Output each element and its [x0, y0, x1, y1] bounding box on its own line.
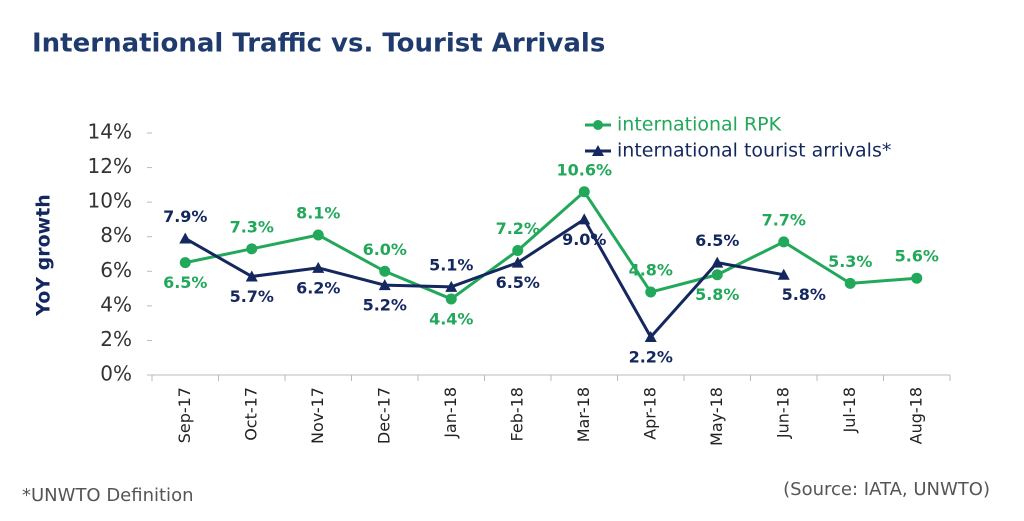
- data-label: 5.8%: [782, 285, 826, 304]
- data-label: 7.2%: [496, 219, 540, 238]
- y-axis-label: YoY growth: [33, 194, 55, 317]
- marker: [511, 256, 524, 268]
- data-label: 5.3%: [828, 252, 872, 271]
- y-tick-label: 8%: [100, 223, 132, 247]
- x-tick-label: Dec-17: [374, 387, 393, 444]
- data-label: 8.1%: [296, 203, 340, 222]
- legend-label: international tourist arrivals*: [617, 140, 891, 162]
- x-tick-label: Jul-18: [840, 387, 859, 433]
- data-label: 5.6%: [895, 247, 939, 266]
- marker: [911, 272, 923, 284]
- x-tick-label: Mar-18: [574, 387, 593, 442]
- marker: [778, 236, 790, 248]
- marker: [777, 268, 790, 280]
- x-tick-label: Apr-18: [640, 387, 659, 440]
- legend-marker: [593, 120, 603, 130]
- data-label: 5.8%: [695, 285, 739, 304]
- marker: [179, 257, 191, 269]
- chart-title: International Traffic vs. Tourist Arriva…: [32, 29, 605, 59]
- data-label: 5.7%: [230, 287, 274, 306]
- marker: [312, 261, 325, 273]
- marker: [644, 330, 657, 342]
- data-label: 6.5%: [496, 273, 540, 292]
- y-tick-label: 4%: [100, 292, 132, 316]
- marker: [246, 243, 258, 255]
- marker: [711, 256, 724, 268]
- source: (Source: IATA, UNWTO): [783, 479, 990, 500]
- data-label: 7.7%: [762, 210, 806, 229]
- data-label: 5.1%: [429, 255, 473, 274]
- data-label: 4.8%: [629, 261, 673, 280]
- x-tick-label: Jun-18: [773, 387, 792, 439]
- x-tick-label: May-18: [707, 387, 726, 446]
- data-label: 6.5%: [695, 231, 739, 250]
- marker: [512, 245, 524, 257]
- marker: [378, 279, 391, 291]
- data-label: 7.9%: [163, 207, 207, 226]
- data-label: 5.2%: [363, 296, 407, 315]
- data-label: 6.5%: [163, 273, 207, 292]
- marker: [578, 186, 590, 198]
- footnote: *UNWTO Definition: [22, 485, 193, 506]
- marker: [645, 286, 657, 298]
- marker: [312, 229, 324, 241]
- x-tick-label: Jan-18: [441, 387, 460, 439]
- marker: [844, 277, 856, 289]
- x-tick-label: Oct-17: [241, 387, 260, 441]
- series-line: [184, 190, 917, 301]
- y-tick-label: 12%: [88, 154, 132, 178]
- marker: [179, 232, 192, 244]
- x-tick-label: Nov-17: [308, 387, 327, 444]
- marker: [578, 213, 591, 225]
- legend-marker: [592, 145, 604, 156]
- data-label: 9.0%: [562, 230, 606, 249]
- series-line: [184, 217, 785, 339]
- data-label: 7.3%: [230, 217, 274, 236]
- x-tick-label: Aug-18: [906, 387, 925, 444]
- y-tick-label: 0%: [100, 362, 132, 386]
- y-tick-label: 6%: [100, 258, 132, 282]
- x-tick-label: Feb-18: [507, 387, 526, 441]
- marker: [379, 265, 391, 277]
- data-label: 4.4%: [429, 309, 473, 328]
- marker: [245, 270, 258, 282]
- data-label: 10.6%: [556, 160, 612, 179]
- data-label: 6.2%: [296, 278, 340, 297]
- marker: [445, 280, 458, 292]
- x-tick-label: Sep-17: [175, 387, 194, 443]
- legend-label: international RPK: [617, 114, 782, 136]
- y-tick-label: 2%: [100, 327, 132, 351]
- marker: [711, 269, 723, 281]
- y-tick-label: 14%: [88, 120, 132, 144]
- data-label: 2.2%: [629, 347, 673, 366]
- marker: [445, 293, 457, 305]
- y-tick-label: 10%: [88, 189, 132, 213]
- data-label: 6.0%: [363, 240, 407, 259]
